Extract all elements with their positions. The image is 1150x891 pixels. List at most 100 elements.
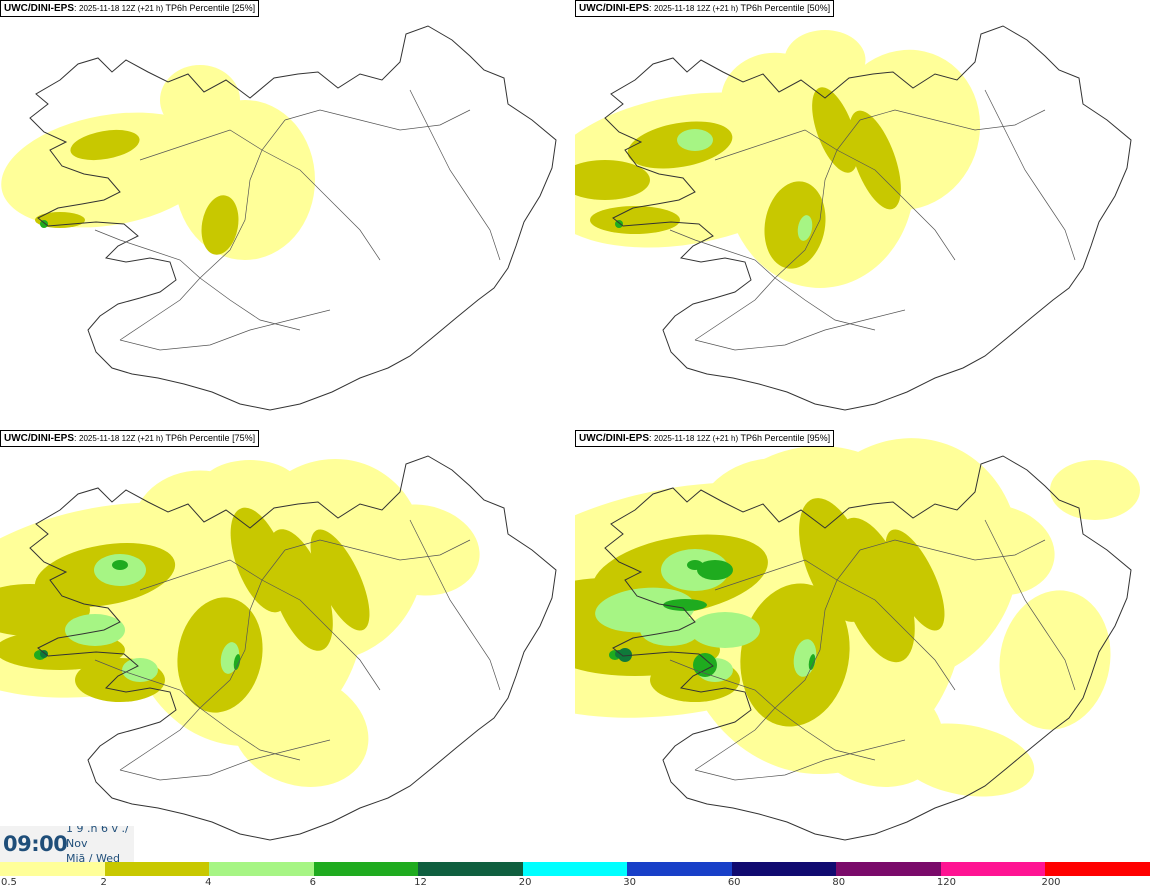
precip-area (999, 590, 1111, 730)
legend-tick-label: 120 (936, 877, 956, 888)
road-line (774, 707, 876, 761)
precip-area (812, 87, 858, 173)
road-line (199, 707, 301, 761)
precip-area (663, 599, 707, 611)
coastline (29, 455, 557, 841)
precip-area (697, 560, 733, 580)
precip-area (764, 181, 826, 269)
road-line (859, 109, 1046, 131)
valid-time: 09:00 (3, 832, 68, 856)
legend-tick-label: 80 (832, 877, 846, 888)
legend-swatch (104, 862, 210, 876)
precip-area (885, 529, 945, 631)
road-line (119, 739, 331, 781)
road-line (409, 519, 501, 691)
legend-swatch (313, 862, 419, 876)
run-time: 2025-11-18 12Z (+21 h) (654, 4, 739, 13)
precip-area (199, 460, 301, 520)
precip-area (360, 504, 480, 596)
legend-tick-label: 20 (518, 877, 532, 888)
road-line (119, 549, 286, 771)
precip-area (1050, 460, 1140, 520)
precip-area (112, 560, 128, 570)
precip-area (40, 220, 48, 228)
road-line (984, 89, 1076, 261)
road-line (119, 309, 331, 351)
panel-title: UWC/DINI-EPS: 2025-11-18 12Z (+21 h) TP6… (0, 430, 260, 447)
legend-tick-label: 6 (309, 877, 316, 888)
road-line (774, 277, 876, 331)
product-name: TP6h Percentile (740, 3, 805, 13)
legend-swatch (522, 862, 628, 876)
road-line (261, 149, 381, 261)
precip-area (763, 460, 887, 520)
road-line (119, 119, 286, 341)
road-line (94, 659, 201, 709)
road-line (694, 119, 861, 341)
panel-title: UWC/DINI-EPS: 2025-11-18 12Z (+21 h) TP6… (575, 0, 835, 17)
legend-swatch (836, 862, 942, 876)
precip-area (575, 160, 650, 200)
percentile-label: [75%] (232, 433, 256, 443)
product-name: TP6h Percentile (165, 433, 230, 443)
percentile-label: [50%] (807, 3, 831, 13)
legend-tick-label: 200 (1041, 877, 1061, 888)
precip-area (233, 654, 241, 670)
legend-tick-label: 30 (623, 877, 636, 888)
precip-area (895, 723, 1035, 797)
model-name: UWC/DINI-EPS (4, 3, 74, 14)
model-name: UWC/DINI-EPS (579, 3, 649, 14)
legend-swatch (418, 862, 524, 876)
legend-tick-label: 0.5 (1, 877, 17, 888)
precip-area (690, 612, 760, 648)
road-line (409, 89, 501, 261)
map-panel-2: UWC/DINI-EPS: 2025-11-18 12Z (+21 h) TP6… (575, 0, 1150, 430)
precip-area (0, 584, 90, 636)
precip-area (65, 614, 125, 646)
road-line (284, 539, 471, 561)
road-line (694, 549, 861, 771)
road-line (836, 579, 956, 691)
road-line (859, 539, 1046, 561)
road-line (139, 559, 263, 591)
panel-title: UWC/DINI-EPS: 2025-11-18 12Z (+21 h) TP6… (575, 430, 835, 447)
legend-tick-label: 12 (414, 877, 427, 888)
precipitation-map (1, 25, 557, 411)
road-line (669, 229, 776, 279)
precip-area (799, 498, 871, 622)
legend-tick-label: 4 (205, 877, 212, 888)
precip-area (677, 129, 713, 151)
valid-date-line-1: 1 9 .n 6 v ./ (66, 826, 129, 835)
precip-area (177, 597, 263, 713)
legend-tick-label: 2 (100, 877, 107, 888)
coastline (604, 455, 1132, 841)
model-name: UWC/DINI-EPS (4, 433, 74, 444)
precip-area (1, 112, 219, 228)
road-line (836, 149, 956, 261)
product-name: TP6h Percentile (165, 3, 230, 13)
road-line (694, 739, 906, 781)
road-line (669, 659, 776, 709)
road-line (714, 559, 838, 591)
precip-area (935, 504, 1055, 596)
precip-area (230, 507, 290, 613)
color-scale-legend: 0.5 2 4 6 12 20 30 60 80 120 200 (0, 862, 1150, 891)
road-line (714, 129, 838, 161)
precip-area (310, 529, 370, 631)
run-time: 2025-11-18 12Z (+21 h) (79, 4, 164, 13)
percentile-label: [25%] (232, 3, 256, 13)
coastline (29, 25, 557, 411)
road-line (94, 229, 201, 279)
legend-swatch (1045, 862, 1150, 876)
road-line (284, 109, 471, 131)
precip-area (849, 110, 901, 210)
valid-weekday: Miã / Wed (66, 852, 120, 863)
precipitation-map (575, 438, 1140, 841)
coastline (604, 25, 1132, 411)
road-line (261, 579, 381, 691)
legend-swatch (627, 862, 733, 876)
precip-area (201, 195, 239, 255)
precip-area (797, 215, 813, 241)
legend-swatch (940, 862, 1046, 876)
road-line (199, 277, 301, 331)
